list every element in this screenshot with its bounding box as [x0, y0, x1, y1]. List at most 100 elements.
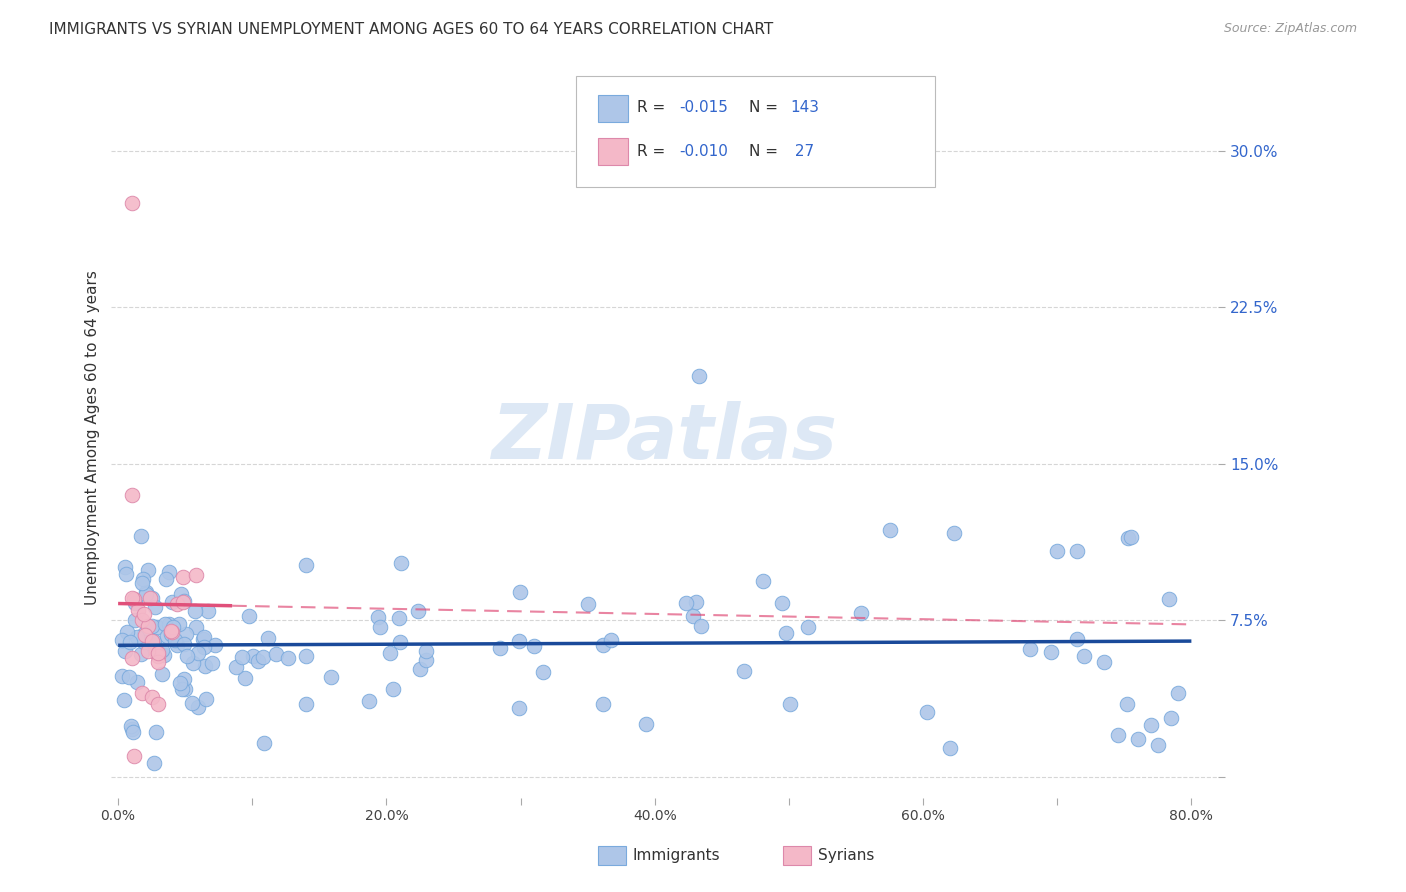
- Point: [131, 575, 153, 590]
- Point: [173, 672, 195, 686]
- Point: [685, 595, 707, 609]
- Point: [124, 613, 146, 627]
- Point: [187, 699, 209, 714]
- Point: [295, 558, 318, 573]
- Point: [122, 748, 145, 763]
- Point: [266, 647, 288, 661]
- Point: [879, 524, 901, 538]
- Point: [169, 676, 191, 690]
- Point: [1160, 711, 1182, 725]
- Point: [378, 646, 401, 660]
- Point: [184, 620, 207, 634]
- Point: [389, 634, 412, 648]
- Point: [145, 600, 167, 615]
- Point: [409, 662, 432, 676]
- Point: [531, 665, 554, 679]
- Point: [1066, 544, 1088, 558]
- Point: [915, 705, 938, 719]
- Point: [143, 633, 166, 648]
- Text: R =: R =: [637, 101, 671, 115]
- Text: Source: ZipAtlas.com: Source: ZipAtlas.com: [1223, 22, 1357, 36]
- Point: [733, 665, 755, 679]
- Point: [145, 644, 167, 658]
- Point: [121, 488, 143, 502]
- Point: [131, 686, 153, 700]
- Point: [145, 724, 167, 739]
- Point: [576, 597, 599, 611]
- Point: [489, 641, 512, 656]
- Point: [148, 648, 170, 663]
- Text: Immigrants: Immigrants: [633, 848, 720, 863]
- Point: [1092, 655, 1115, 669]
- Point: [155, 572, 177, 586]
- Point: [939, 740, 962, 755]
- Point: [509, 585, 531, 599]
- Point: [523, 640, 546, 654]
- Point: [167, 617, 190, 632]
- Point: [849, 606, 872, 620]
- Point: [231, 650, 253, 665]
- Point: [118, 670, 141, 684]
- Point: [367, 610, 389, 624]
- Point: [121, 722, 143, 736]
- Point: [160, 595, 183, 609]
- Point: [173, 637, 195, 651]
- Point: [148, 697, 170, 711]
- Point: [165, 633, 187, 648]
- Point: [388, 610, 411, 624]
- Y-axis label: Unemployment Among Ages 60 to 64 years: Unemployment Among Ages 60 to 64 years: [86, 270, 100, 605]
- Point: [132, 572, 155, 586]
- Point: [690, 619, 713, 633]
- Point: [1073, 648, 1095, 663]
- Point: [134, 628, 156, 642]
- Point: [246, 654, 269, 668]
- Point: [752, 574, 775, 588]
- Point: [131, 648, 153, 662]
- Text: 27: 27: [790, 145, 814, 159]
- Point: [174, 627, 197, 641]
- Point: [1118, 531, 1140, 545]
- Point: [359, 694, 381, 708]
- Point: [127, 630, 149, 644]
- Point: [111, 632, 134, 647]
- Point: [592, 697, 614, 711]
- Point: [160, 624, 183, 639]
- Point: [122, 592, 145, 607]
- Point: [193, 630, 215, 644]
- Point: [1107, 728, 1129, 742]
- Point: [257, 631, 280, 645]
- Point: [1140, 717, 1163, 731]
- Point: [131, 613, 153, 627]
- Point: [135, 585, 157, 599]
- Point: [121, 725, 143, 739]
- Point: [238, 609, 260, 624]
- Point: [121, 650, 143, 665]
- Point: [118, 634, 141, 648]
- Point: [114, 559, 136, 574]
- Point: [295, 697, 318, 711]
- Point: [225, 660, 247, 674]
- Point: [124, 596, 146, 610]
- Point: [415, 644, 437, 658]
- Point: [184, 604, 207, 618]
- Point: [183, 656, 205, 670]
- Point: [129, 529, 152, 543]
- Point: [592, 639, 614, 653]
- Point: [319, 670, 342, 684]
- Point: [136, 619, 159, 633]
- Point: [779, 697, 801, 711]
- Point: [1159, 592, 1181, 607]
- Point: [112, 692, 135, 706]
- Point: [162, 620, 184, 634]
- Point: [682, 608, 704, 623]
- Point: [675, 596, 697, 610]
- Point: [160, 626, 183, 640]
- Text: N =: N =: [749, 145, 783, 159]
- Point: [942, 525, 965, 540]
- Point: [139, 591, 162, 606]
- Point: [172, 595, 194, 609]
- Point: [204, 638, 226, 652]
- Point: [599, 632, 621, 647]
- Point: [193, 632, 215, 646]
- Point: [406, 604, 429, 618]
